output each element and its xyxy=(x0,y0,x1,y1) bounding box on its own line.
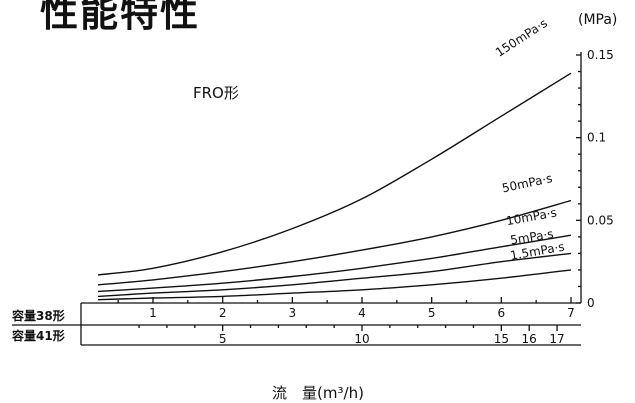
x38-tick-label: 3 xyxy=(289,306,297,320)
y-axis-unit: (MPa) xyxy=(578,12,617,28)
x38-tick-label: 2 xyxy=(219,306,227,320)
x41-tick-label: 16 xyxy=(522,332,537,346)
series-line xyxy=(97,269,572,301)
x-ticks-41: 5 10 15 16 17 xyxy=(138,325,565,346)
x-axis-title: 流 量(m³/h) xyxy=(272,384,364,402)
series-line xyxy=(97,252,572,298)
series-curves xyxy=(97,72,572,301)
series-label: 10mPa·s xyxy=(505,206,558,229)
y-tick-label: 0.15 xyxy=(587,48,614,62)
x41-tick-label: 15 xyxy=(494,332,509,346)
series-label: 50mPa·s xyxy=(501,171,554,195)
x38-tick-label: 4 xyxy=(358,306,366,320)
x41-tick-label: 5 xyxy=(219,332,227,346)
y-tick-label: 0.05 xyxy=(587,213,614,227)
x-ticks-38: 1 2 3 4 5 6 7 xyxy=(117,297,575,320)
series-line xyxy=(97,199,572,286)
y-tick-label: 0.1 xyxy=(587,131,606,145)
x41-tick-label: 17 xyxy=(549,332,564,346)
series-label: 150mPa·s xyxy=(493,16,550,60)
x-axis-41-label: 容量41形 xyxy=(11,328,65,343)
x38-tick-label: 1 xyxy=(149,306,157,320)
chart-annotation: FRO形 xyxy=(193,84,239,102)
x38-tick-label: 7 xyxy=(567,306,575,320)
x41-tick-label: 10 xyxy=(354,332,369,346)
series-label: 5mPa·s xyxy=(509,227,554,248)
series-line xyxy=(97,72,572,276)
x38-tick-label: 5 xyxy=(428,306,436,320)
x38-tick-label: 6 xyxy=(498,306,506,320)
page-title: 性能特性 xyxy=(40,0,201,35)
series-line xyxy=(97,234,572,293)
y-ticks: 0 0.05 0.1 0.15 xyxy=(576,48,614,310)
x-axis-38-label: 容量38形 xyxy=(11,308,65,323)
axes xyxy=(12,52,582,346)
y-tick-label: 0 xyxy=(587,296,595,310)
